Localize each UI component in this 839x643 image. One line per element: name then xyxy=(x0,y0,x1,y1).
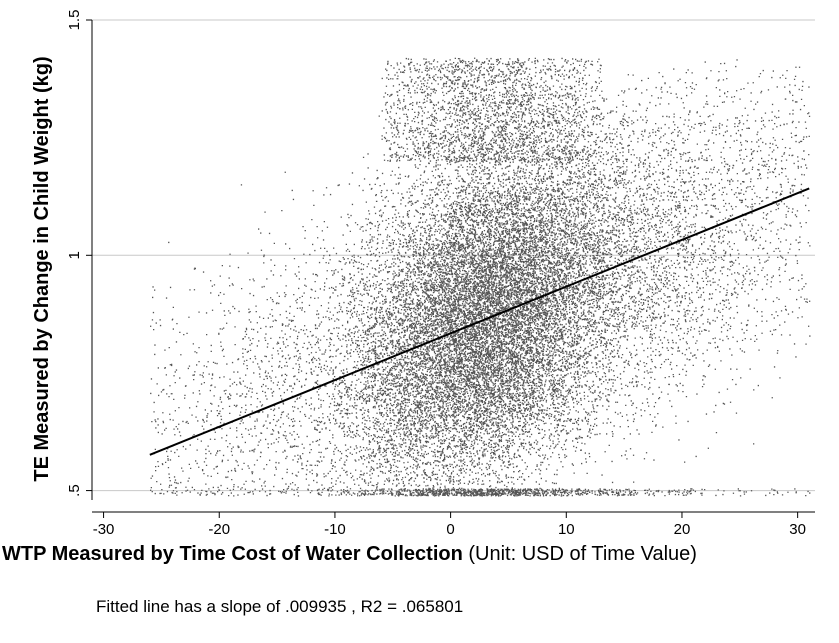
y-tick-label: 1.5 xyxy=(66,10,83,31)
scatter-point-cloud xyxy=(150,57,811,497)
y-axis-label: TE Measured by Change in Child Weight (k… xyxy=(31,56,53,481)
y-tick-label: 1 xyxy=(66,251,83,259)
x-axis-label-unit: (Unit: USD of Time Value) xyxy=(463,543,697,565)
x-tick-label: -30 xyxy=(93,521,115,538)
y-axis-ticks: .5 1 1.5 xyxy=(66,10,92,497)
fitted-line xyxy=(149,187,810,456)
x-tick-label: 30 xyxy=(789,521,806,538)
x-axis-label: WTP Measured by Time Cost of Water Colle… xyxy=(2,543,697,565)
fitted-line-note: Fitted line has a slope of .009935 , R2 … xyxy=(96,597,463,616)
x-axis-ticks: -30 -20 -10 0 10 20 30 xyxy=(93,512,806,538)
x-tick-label: -10 xyxy=(324,521,346,538)
x-axis-label-main: WTP Measured by Time Cost of Water Colle… xyxy=(2,543,463,565)
scatter-points xyxy=(150,57,811,497)
x-tick-label: -20 xyxy=(208,521,230,538)
x-tick-label: 20 xyxy=(674,521,691,538)
x-tick-label: 0 xyxy=(446,521,454,538)
y-tick-label: .5 xyxy=(66,484,83,497)
x-tick-label: 10 xyxy=(558,521,575,538)
